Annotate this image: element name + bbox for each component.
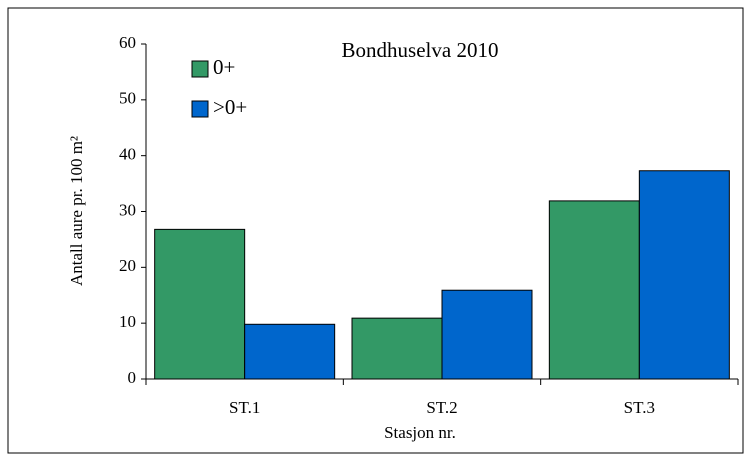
y-tick-label: 30	[119, 200, 136, 219]
legend-label: >0+	[213, 95, 247, 119]
bar	[154, 228, 246, 380]
y-tick-label: 60	[119, 33, 136, 52]
x-tick-label: ST.3	[624, 398, 655, 417]
bar	[351, 317, 443, 380]
bar	[638, 170, 730, 380]
bar	[244, 323, 336, 380]
y-tick-label: 20	[119, 256, 136, 275]
y-tick-label: 50	[119, 89, 136, 108]
x-tick-label: ST.2	[426, 398, 457, 417]
y-tick-label: 0	[128, 368, 137, 387]
legend-swatch	[191, 100, 209, 118]
y-tick-label: 40	[119, 145, 136, 164]
bar	[548, 200, 640, 380]
bar	[441, 289, 533, 380]
legend-swatch	[191, 60, 209, 78]
x-tick-label: ST.1	[229, 398, 260, 417]
legend-label: 0+	[213, 55, 235, 79]
chart-frame	[7, 7, 744, 454]
y-tick-label: 10	[119, 312, 136, 331]
chart-title: Bondhuselva 2010	[342, 38, 499, 62]
x-axis-label: Stasjon nr.	[384, 423, 456, 442]
y-axis-label: Antall aure pr. 100 m²	[67, 136, 86, 286]
